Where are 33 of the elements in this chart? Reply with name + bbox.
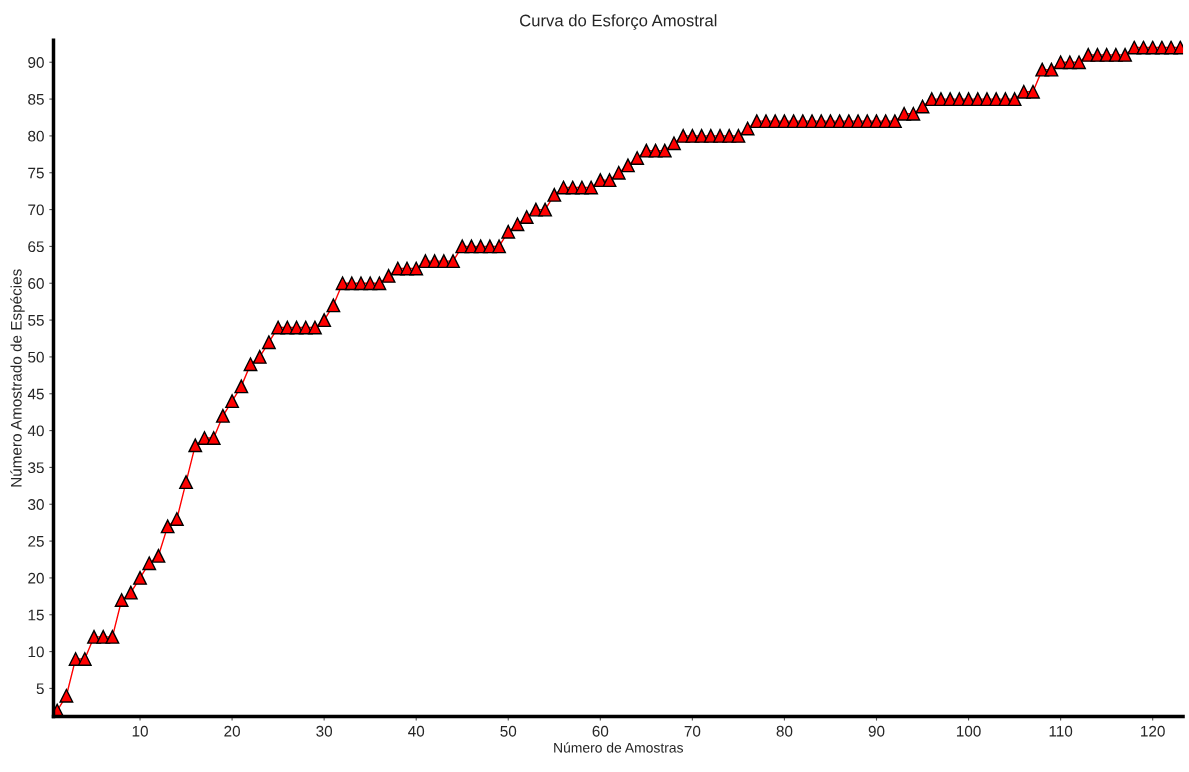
y-tick-label: 25 [28, 535, 44, 547]
x-axis-title: Número de Amostras [554, 742, 684, 753]
x-tick-label: 10 [132, 725, 148, 737]
x-tick-label: 40 [408, 725, 425, 737]
x-tick-label: 60 [592, 725, 609, 737]
y-tick-label: 5 [36, 683, 44, 695]
x-tick-label: 20 [224, 725, 240, 737]
y-tick-label: 40 [27, 425, 44, 437]
y-tick-label: 80 [28, 130, 44, 142]
x-tick-label: 70 [684, 725, 701, 737]
y-tick-label: 35 [28, 462, 44, 474]
y-tick-label: 70 [28, 204, 44, 216]
y-tick-label: 75 [28, 167, 44, 179]
x-tick-label: 30 [316, 725, 333, 737]
x-tick-label: 120 [1141, 725, 1165, 737]
y-tick-label: 90 [28, 57, 44, 68]
y-axis-title: Número Amostrado de Espécies [10, 269, 25, 487]
x-tick-label: 100 [956, 725, 981, 737]
x-tick-label: 110 [1049, 725, 1073, 737]
x-tick-label: 80 [776, 725, 793, 737]
chart-title: Curva do Esforço Amostral [520, 14, 717, 30]
x-tick-label: 90 [868, 725, 885, 737]
y-tick-label: 15 [28, 609, 44, 621]
y-tick-label: 30 [28, 499, 44, 510]
y-tick-label: 45 [27, 388, 44, 400]
x-tick-label: 50 [500, 725, 517, 737]
y-tick-label: 85 [28, 93, 44, 105]
y-tick-label: 60 [28, 278, 44, 289]
y-tick-label: 10 [28, 646, 44, 658]
y-tick-label: 55 [28, 315, 44, 326]
y-tick-label: 65 [28, 241, 44, 253]
y-tick-label: 20 [28, 572, 44, 584]
y-tick-label: 50 [28, 351, 44, 363]
